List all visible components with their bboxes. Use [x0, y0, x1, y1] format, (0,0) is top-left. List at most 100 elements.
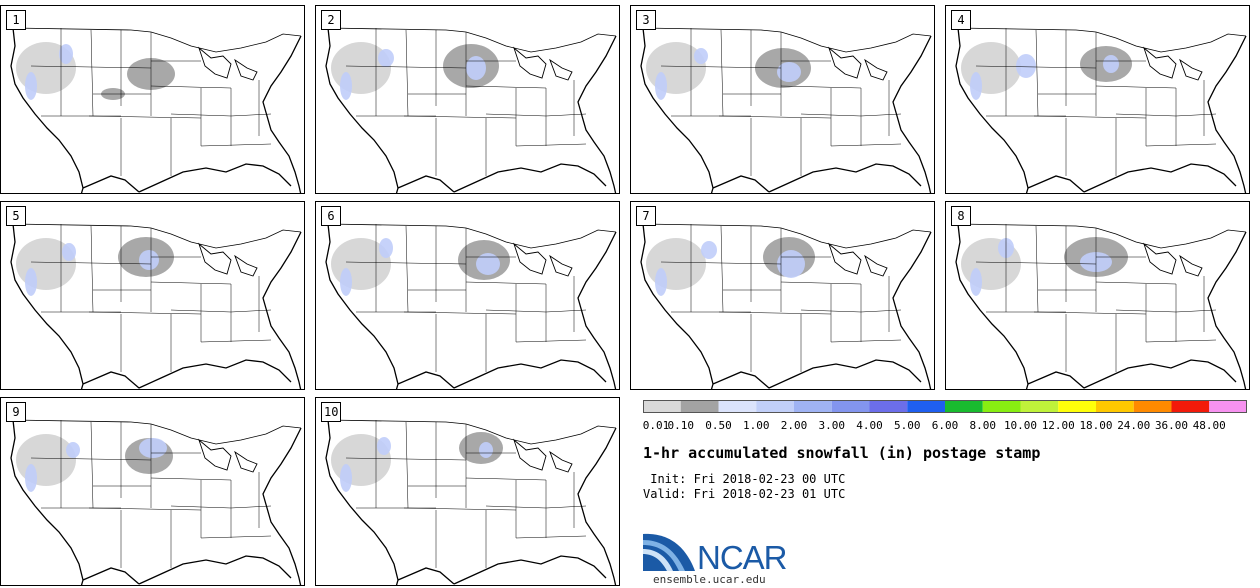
coastline [325, 223, 399, 389]
gulf-coast [82, 359, 292, 389]
snowfall-colorbar [643, 400, 1247, 413]
us-map [325, 27, 617, 193]
colorbar-tick-label: 36.00 [1154, 419, 1189, 432]
border-line [12, 419, 302, 445]
map-panel: 5 [0, 201, 305, 390]
east-coast [262, 231, 302, 389]
state-border [1095, 85, 1177, 89]
snowfall-area [25, 72, 37, 100]
great-lakes [198, 438, 258, 473]
us-map [640, 27, 932, 193]
snowfall-area [25, 464, 37, 492]
snowfall-area [1016, 54, 1036, 78]
snowfall-area [59, 44, 73, 64]
state-border [1145, 339, 1217, 343]
us-map [10, 27, 302, 193]
colorbar-tick-label: 0.10 [667, 419, 695, 432]
state-border [1033, 311, 1147, 315]
coastline [955, 27, 1029, 193]
snowfall-area [1103, 55, 1119, 73]
snowfall-area [340, 72, 352, 100]
snowfall-area [655, 72, 667, 100]
great-lakes [828, 242, 888, 277]
snowfall-area [970, 268, 982, 296]
map-panel: 2 [315, 5, 620, 194]
plot-title: 1-hr accumulated snowfall (in) postage s… [643, 444, 1041, 462]
state-border [975, 65, 1097, 69]
colorbar-tick-label: 8.00 [969, 419, 997, 432]
panel-number-label: 9 [6, 402, 26, 422]
state-border [345, 261, 467, 265]
great-lakes [828, 46, 888, 81]
state-border [405, 421, 409, 509]
snowfall-area [961, 42, 1021, 94]
state-border [88, 507, 202, 511]
map-panel: 1 [0, 5, 305, 194]
east-coast [892, 35, 932, 193]
gulf-coast [397, 555, 607, 585]
us-map [955, 27, 1247, 193]
gulf-coast [397, 163, 607, 193]
us-map [640, 223, 932, 389]
state-border [30, 65, 152, 69]
colorbar-segment [1020, 401, 1059, 412]
colorbar-segment [945, 401, 983, 412]
gulf-coast [82, 163, 292, 193]
colorbar-segment [1209, 401, 1247, 412]
coastline [325, 419, 399, 585]
colorbar-segment [718, 401, 757, 412]
colorbar-segment [869, 401, 908, 412]
map-panel: 3 [630, 5, 935, 194]
state-border [660, 65, 782, 69]
state-border [975, 261, 1097, 265]
snowfall-area [139, 250, 159, 270]
gulf-coast [712, 359, 922, 389]
snowfall-area [62, 243, 76, 261]
snowfall-area [646, 238, 706, 290]
snowfall-area [340, 464, 352, 492]
state-border [1145, 143, 1217, 147]
east-coast [262, 427, 302, 585]
colorbar-frame [643, 400, 1247, 413]
colorbar-segment [1058, 401, 1096, 412]
state-border [720, 29, 724, 117]
snowfall-area [139, 438, 167, 458]
colorbar-segment [831, 401, 870, 412]
map-panel: 8 [945, 201, 1250, 390]
state-border [515, 143, 587, 147]
border-line [327, 223, 617, 249]
colorbar-segment [982, 401, 1021, 412]
border-line [12, 27, 302, 53]
colorbar-tick-label: 24.00 [1117, 419, 1151, 432]
state-border [405, 29, 409, 117]
colorbar-tick-label: 10.00 [1003, 419, 1038, 432]
ncar-logo-icon [643, 533, 695, 571]
state-border [780, 85, 862, 89]
init-time: Init: Fri 2018-02-23 00 UTC [643, 472, 846, 486]
map-panel: 7 [630, 201, 935, 390]
us-map [10, 419, 302, 585]
snowfall-area [701, 241, 717, 259]
state-border [515, 339, 587, 343]
state-border [545, 113, 587, 117]
state-border [90, 29, 94, 117]
coastline [640, 27, 714, 193]
east-coast [577, 427, 617, 585]
state-border [403, 115, 517, 119]
state-border [405, 225, 409, 313]
colorbar-segment [1171, 401, 1210, 412]
east-coast [262, 35, 302, 193]
map-panel: 6 [315, 201, 620, 390]
colorbar-tick-label: 4.00 [856, 419, 883, 432]
state-border [1035, 29, 1039, 117]
panel-number-label: 1 [6, 10, 26, 30]
state-border [465, 281, 547, 285]
coastline [10, 223, 84, 389]
great-lakes [513, 242, 573, 277]
colorbar-segment [756, 401, 794, 412]
state-border [200, 535, 272, 539]
panel-number-label: 8 [951, 206, 971, 226]
gulf-coast [397, 359, 607, 389]
great-lakes [1143, 46, 1203, 81]
state-border [860, 309, 902, 313]
